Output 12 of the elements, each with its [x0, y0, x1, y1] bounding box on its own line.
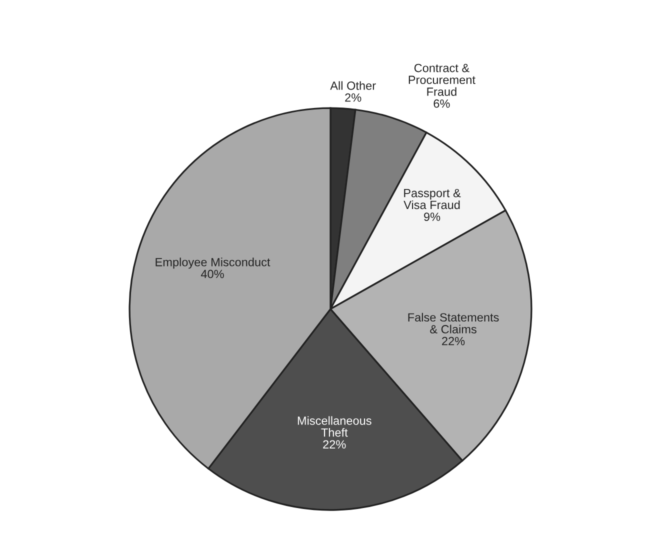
data-label: 22% — [442, 336, 465, 346]
slice-label: All Other — [330, 81, 376, 90]
data-label: 22% — [323, 440, 346, 449]
data-label: 2% — [345, 93, 362, 102]
slice-label: False Statements & Claims — [408, 312, 499, 334]
slice-label: Passport & Visa Fraud — [404, 188, 461, 210]
slice-label: Miscellaneous Theft — [298, 416, 372, 437]
data-label: 40% — [200, 270, 224, 278]
data-label: 6% — [434, 99, 450, 108]
slice-label: Employee Misconduct — [156, 258, 270, 269]
slice-label: Contract & Procurement Fraud — [408, 64, 476, 96]
data-label: 9% — [424, 212, 440, 221]
